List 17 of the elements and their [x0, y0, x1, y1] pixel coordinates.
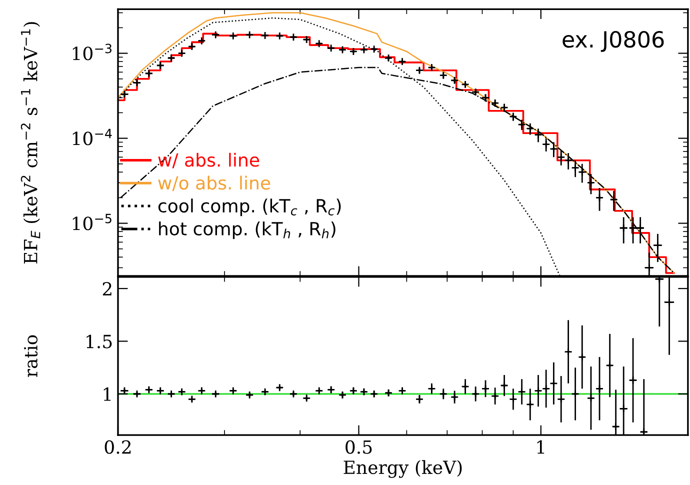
legend-label: w/o abs. line — [158, 176, 270, 192]
y-tick-label: 10$^{−3}$ — [72, 44, 112, 60]
legend-label: cool comp. (kT$_{c}$ , R$_{c}$) — [158, 198, 341, 216]
x-tick-label: 0.2 — [104, 440, 131, 454]
y-tick-label: 2 — [102, 282, 112, 296]
y-axis-title: ratio — [24, 335, 38, 377]
text: EF$_{E}$ (keV$^{2}$ cm$^{−2}$ s$^{−1}$ keV$^{−1}$) — [20, 22, 40, 264]
y-tick-label: 1.5 — [86, 334, 112, 348]
y-tick-label: 10$^{−5}$ — [72, 214, 112, 230]
x-tick-label: 0.5 — [346, 440, 372, 454]
annotation: ex. J0806 — [562, 30, 664, 52]
y-tick-label: 10$^{−4}$ — [72, 128, 112, 146]
y-tick-label: 1 — [104, 387, 111, 401]
legend-label: hot comp. (kT$_{h}$ , R$_{h}$) — [159, 222, 336, 240]
x-tick-label: 1 — [537, 440, 544, 454]
x-axis-title: Energy (keV) — [344, 460, 462, 478]
legend-label: w/ abs. line — [158, 152, 260, 168]
